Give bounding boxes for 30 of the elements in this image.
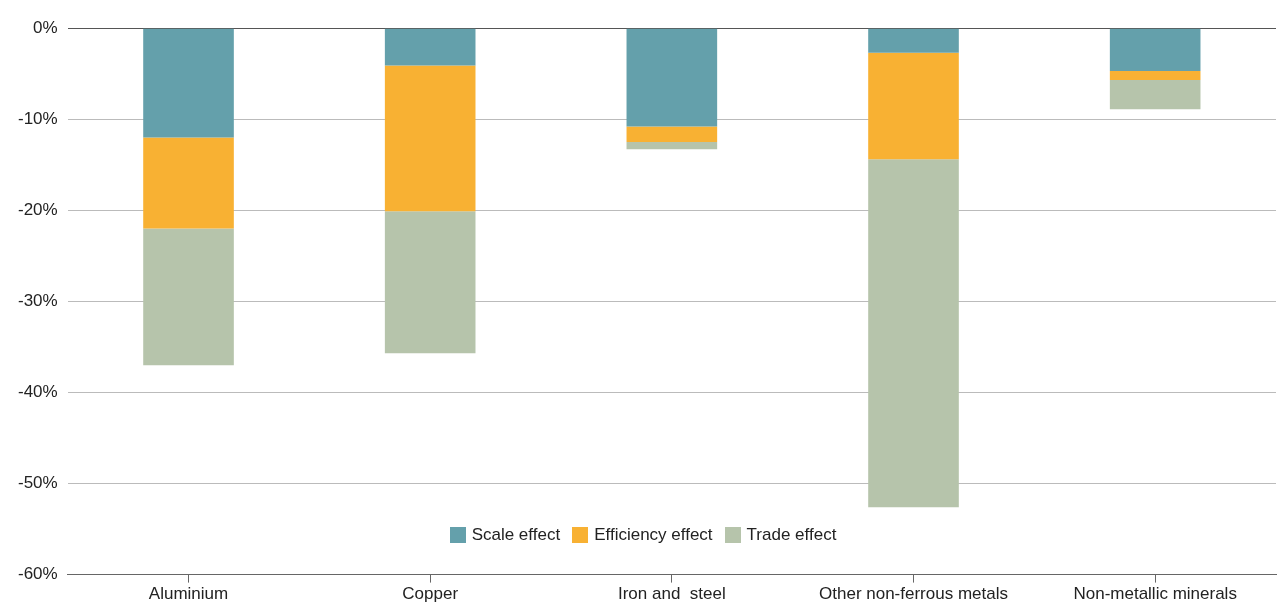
bar xyxy=(626,142,718,150)
legend-label: Scale effect xyxy=(471,525,561,545)
legend-label: Efficiency effect xyxy=(594,525,713,545)
y-tick-label: 0% xyxy=(33,17,58,37)
x-tick-label: Copper xyxy=(402,584,459,604)
bar xyxy=(1109,28,1201,71)
y-tick-label: -20% xyxy=(18,200,58,220)
x-tick-label: Non-metallic minerals xyxy=(1073,584,1237,604)
bar xyxy=(868,52,959,160)
y-tick-label: -10% xyxy=(18,108,58,128)
bar xyxy=(143,137,234,229)
x-tick-label: Aluminium xyxy=(148,584,229,604)
bar xyxy=(143,228,234,366)
bar xyxy=(384,65,476,212)
legend-label: Trade effect xyxy=(746,525,837,545)
bar xyxy=(868,159,959,508)
y-tick-label: -30% xyxy=(18,291,58,311)
y-tick-label: -60% xyxy=(18,564,58,584)
bar xyxy=(626,126,718,143)
y-tick-label: -40% xyxy=(18,382,58,402)
x-tick-label: Other non-ferrous metals xyxy=(819,584,1008,604)
bar xyxy=(868,28,959,53)
bar xyxy=(384,28,476,66)
bar xyxy=(384,211,476,354)
y-tick-label: -50% xyxy=(18,473,58,493)
bar xyxy=(1109,80,1201,110)
bar xyxy=(143,28,234,138)
bar xyxy=(1109,71,1201,81)
x-tick-label: Iron and steel xyxy=(617,584,726,604)
bar xyxy=(626,28,718,127)
